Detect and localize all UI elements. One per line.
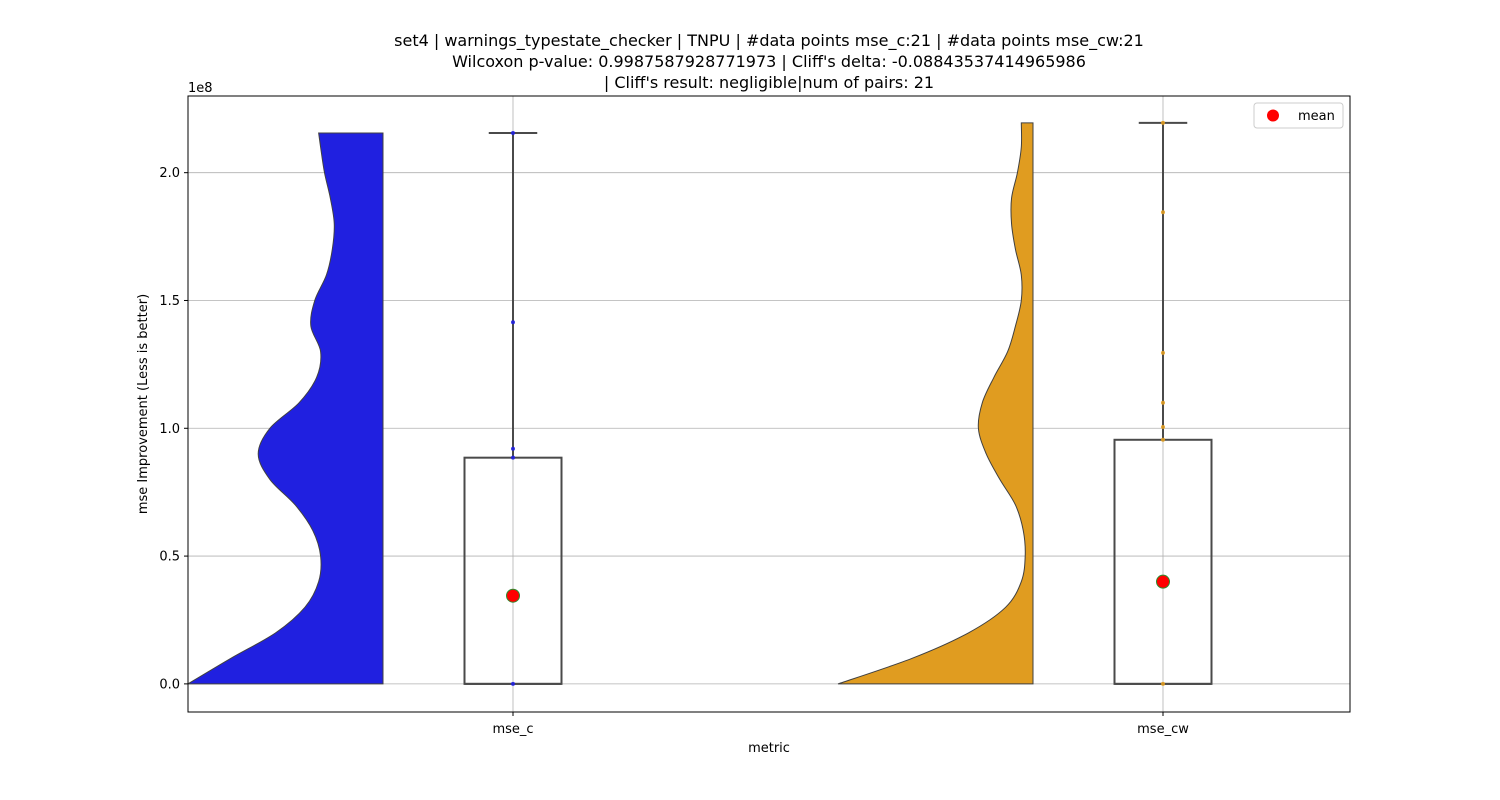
x-tick-label: mse_cw [1137,722,1189,737]
data-point-mse_c [511,681,515,686]
chart-title-line-3: | Cliff's result: negligible|num of pair… [604,73,934,92]
y-tick-label: 1.0 [159,422,180,437]
data-point-mse_cw [1161,425,1165,430]
chart-title-line-2: Wilcoxon p-value: 0.9987587928771973 | C… [452,52,1086,71]
data-point-mse_c [511,455,515,460]
y-tick-label: 1.5 [159,294,180,309]
data-points [511,120,1165,686]
y-axis-label: mse Improvement (Less is better) [136,294,151,514]
legend-box [1253,102,1344,129]
data-point-mse_cw [1161,210,1165,215]
data-point-mse_c [511,446,515,451]
data-point-mse_cw [1161,681,1165,686]
data-point-mse_cw [1161,350,1165,355]
data-point-mse_c [511,320,515,325]
legend-mean-marker [1267,109,1279,122]
chart-title-line-1: set4 | warnings_typestate_checker | TNPU… [394,31,1144,51]
y-tick-label: 2.0 [159,166,180,181]
x-axis-ticks: mse_c mse_cw [492,712,1189,737]
x-axis-label: metric [748,741,790,756]
x-tick-label: mse_c [492,722,533,737]
mean-markers [506,574,1170,603]
y-scale-label: 1e8 [188,81,213,96]
y-tick-label: 0.5 [159,550,180,565]
data-point-mse_cw [1161,400,1165,405]
violins [188,122,1034,685]
chart-title: set4 | warnings_typestate_checker | TNPU… [394,31,1144,92]
legend-mean-label: mean [1298,109,1335,124]
plot-frame [187,95,1351,713]
data-point-mse_cw [1161,437,1165,442]
violin-mse_cw [837,122,1034,685]
y-tick-label: 0.0 [159,677,180,692]
boxplots [463,121,1213,685]
data-point-mse_c [511,131,515,136]
mean-marker-mse_c [506,588,520,603]
y-axis-ticks: 0.0 0.5 1.0 1.5 2.0 [159,166,188,692]
data-point-mse_cw [1161,120,1165,125]
violin-mse_c [188,132,384,685]
legend: mean [1253,102,1344,129]
mean-marker-mse_cw [1156,574,1170,589]
